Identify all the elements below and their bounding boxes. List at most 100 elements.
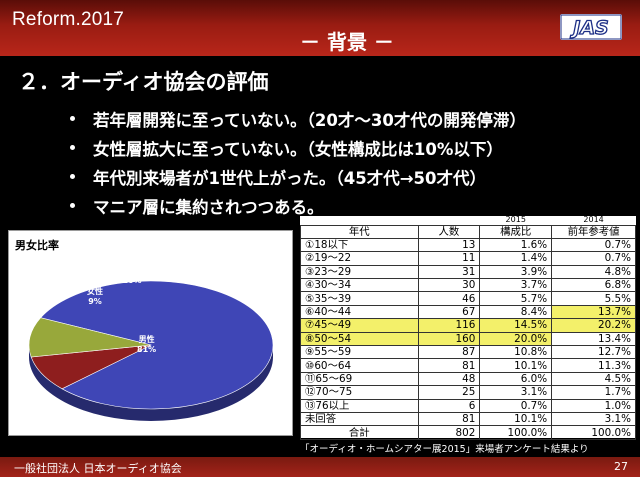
row-ratio: 3.1% [479,385,553,400]
row-age: ②19～22 [300,251,419,266]
header-band: Reform.2017 － 背景 － JAS [0,0,640,56]
total-label: 合計 [300,425,419,440]
year-2015-label: 2015 [479,216,552,226]
section-title: － 背景 － [300,30,394,54]
year-2014-label: 2014 [551,216,636,226]
row-prev: 12.7% [551,345,636,360]
row-ratio: 10.1% [479,411,553,427]
table-row: ①18以下 13 1.6% 0.7% [300,237,636,253]
header-age: 年代 [300,224,419,239]
row-ratio: 1.4% [479,251,553,266]
table-row: ③23～29 31 3.9% 4.8% [300,264,636,280]
header-count: 人数 [417,224,481,239]
gender-pie-chart [28,280,274,421]
row-prev: 1.7% [551,385,636,400]
header-ratio: 構成比 [479,224,553,239]
row-prev: 11.3% [551,358,636,373]
brand-title: Reform.2017 [12,9,125,30]
bullet-text: 年代別来場者が1世代上がった。（45才代→50才代） [93,168,486,188]
row-prev: 5.5% [551,291,636,306]
row-ratio: 3.9% [479,264,553,280]
total-count: 802 [417,425,481,440]
age-table-panel: 2015 2014 年代 人数 構成比 前年参考値 ①18以下 13 1.6% 0.7… [300,216,636,440]
bullet-text: 女性層拡大に至っていない。（女性構成比は10%以下） [93,139,503,159]
row-ratio: 10.1% [479,358,553,373]
table-row: ⑪65～69 48 6.0% 4.5% [300,371,636,387]
row-count: 81 [417,358,481,373]
row-age: ④30～34 [300,278,419,293]
table-row: ⑫70～75 25 3.1% 1.7% [300,385,636,400]
row-prev: 0.7% [551,237,636,253]
total-ratio: 100.0% [479,425,553,440]
organization-name: 一般社団法人 日本オーディオ協会 [14,462,182,475]
row-prev: 13.4% [551,331,636,347]
row-ratio: 5.7% [479,291,553,306]
row-prev: 1.0% [551,398,636,413]
row-age: ⑦45～49 [300,318,419,333]
row-count: 31 [417,264,481,280]
row-count: 87 [417,345,481,360]
pie-slice-0 [40,280,274,410]
row-prev: 3.1% [551,411,636,427]
row-age: ⑧50～54 [300,331,419,347]
total-prev: 100.0% [551,425,636,440]
pie-label-male-percent: 81% [137,345,157,354]
year-spacer [300,216,419,226]
row-count: 116 [417,318,481,333]
row-ratio: 8.4% [479,304,553,320]
table-row: ⑧50～54 160 20.0% 13.4% [300,331,636,347]
total-row: 合計 802 100.0% 100.0% [300,425,636,440]
bullet-list: 若年層開発に至っていない。（20才～30才代の開発停滞） 女性層拡大に至っていな… [66,104,526,220]
pie-label-unfilled-name: 未記入 [120,266,144,275]
pie-slice-2 [28,317,152,358]
row-count: 46 [417,291,481,306]
row-count: 81 [417,411,481,427]
row-count: 30 [417,278,481,293]
row-ratio: 0.7% [479,398,553,413]
table-header-row: 年代 人数 構成比 前年参考値 [300,224,636,239]
row-prev: 4.5% [551,371,636,387]
bullet-item: 年代別来場者が1世代上がった。（45才代→50才代） [66,162,526,191]
pie-label-female: 女性 9% [87,287,103,307]
row-ratio: 3.7% [479,278,553,293]
year-spacer [418,216,480,226]
row-age: ⑩60～64 [300,358,419,373]
pie-label-unfilled-percent: 10% [122,276,142,285]
jas-logo-graphic: JAS [560,14,622,40]
pie-label-male: 男性 81% [137,335,156,355]
bullet-dot-icon [70,174,75,179]
table-row: ⑤35～39 46 5.7% 5.5% [300,291,636,306]
row-count: 48 [417,371,481,387]
bullet-text: マニア層に集約されつつある。 [93,197,324,217]
row-count: 11 [417,251,481,266]
bullet-item: 若年層開発に至っていない。（20才～30才代の開発停滞） [66,104,526,133]
footer-band: 一般社団法人 日本オーディオ協会 27 [0,457,640,477]
row-ratio: 20.0% [479,331,553,347]
page-number: 27 [614,460,628,473]
table-row: ⑩60～64 81 10.1% 11.3% [300,358,636,373]
row-ratio: 10.8% [479,345,553,360]
bullet-item: 女性層拡大に至っていない。（女性構成比は10%以下） [66,133,526,162]
age-distribution-table: 2015 2014 年代 人数 構成比 前年参考値 ①18以下 13 1.6% 0.7… [300,216,636,440]
table-row: ⑨55～59 87 10.8% 12.7% [300,345,636,360]
bullet-dot-icon [70,116,75,121]
table-row: 未回答 81 10.1% 3.1% [300,411,636,427]
bullet-item: マニア層に集約されつつある。 [66,191,526,220]
bullet-dot-icon [70,203,75,208]
jas-logo: JAS [560,14,622,40]
pie-label-male-name: 男性 [138,335,155,344]
row-prev: 6.8% [551,278,636,293]
pie-label-female-name: 女性 [87,287,103,296]
table-row: ⑬76以上 6 0.7% 1.0% [300,398,636,413]
row-prev: 13.7% [551,304,636,320]
row-age: ⑫70～75 [300,385,419,400]
row-age: ⑨55～59 [300,345,419,360]
row-count: 160 [417,331,481,347]
source-note: 「オーディオ・ホームシアター展2015」来場者アンケート結果より [300,444,589,455]
table-row: ④30～34 30 3.7% 6.8% [300,278,636,293]
row-prev: 20.2% [551,318,636,333]
pie-title: 男女比率 [15,239,59,252]
pie-side [29,345,273,421]
bullet-dot-icon [70,145,75,150]
